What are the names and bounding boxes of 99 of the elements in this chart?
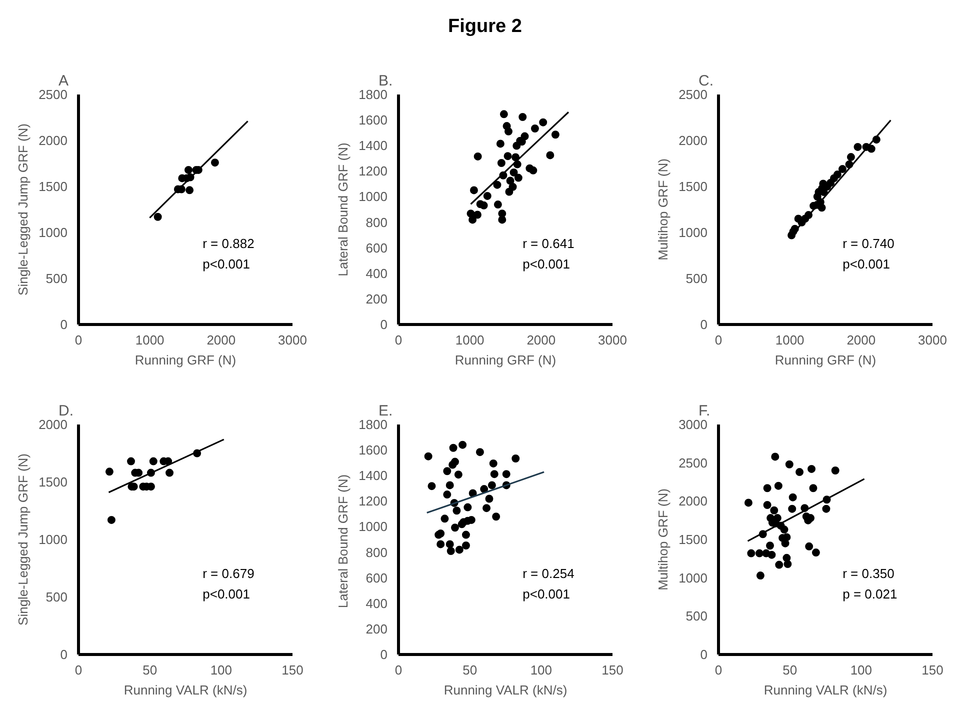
y-tick-label: 3000 bbox=[678, 417, 708, 432]
annotation: p = 0.021 bbox=[842, 586, 898, 602]
y-tick-label: 600 bbox=[366, 240, 388, 256]
y-tick-label: 1500 bbox=[38, 179, 68, 194]
y-tick-label: 600 bbox=[366, 570, 388, 586]
x-tick-label: 100 bbox=[850, 662, 872, 678]
chart-subtitle: C. bbox=[698, 72, 714, 90]
y-tick-label: 1000 bbox=[358, 519, 388, 534]
annotation: r = 0.679 bbox=[202, 566, 254, 581]
y-tick-label: 0 bbox=[380, 317, 388, 332]
x-tick-label: 3000 bbox=[918, 332, 947, 348]
annotation: r = 0.350 bbox=[842, 566, 894, 581]
x-tick-label: 1000 bbox=[775, 332, 804, 348]
chart-subtitle: F. bbox=[698, 402, 710, 420]
chart-title: Figure 2 bbox=[448, 15, 522, 39]
x-axis-title: Running GRF (N) bbox=[134, 352, 236, 368]
x-tick-label: 150 bbox=[922, 662, 944, 678]
y-tick-label: 1500 bbox=[678, 532, 708, 547]
y-tick-label: 1000 bbox=[678, 225, 708, 240]
annotation: p<0.001 bbox=[522, 586, 570, 602]
y-tick-label: 0 bbox=[380, 647, 388, 662]
y-tick-label: 0 bbox=[60, 647, 68, 662]
y-tick-label: 2500 bbox=[678, 87, 708, 102]
x-axis-title: Running VALR (kN/s) bbox=[764, 682, 888, 698]
x-axis-title: Running GRF (N) bbox=[454, 352, 556, 368]
y-axis-title: Lateral Bound GRF (N) bbox=[336, 142, 351, 276]
chart-subtitle: D. bbox=[58, 402, 74, 420]
chart-subtitle: B. bbox=[378, 72, 393, 90]
y-tick-label: 1800 bbox=[358, 87, 388, 102]
y-axis-title: Lateral Bound GRF (N) bbox=[336, 474, 351, 608]
y-tick-label: 500 bbox=[46, 590, 68, 604]
y-tick-label: 800 bbox=[366, 214, 388, 230]
y-tick-label: 1000 bbox=[358, 189, 388, 204]
y-tick-label: 800 bbox=[366, 544, 388, 560]
y-tick-label: 1600 bbox=[358, 112, 388, 128]
y-tick-label: 1400 bbox=[358, 468, 388, 484]
y-tick-label: 2000 bbox=[38, 417, 68, 432]
y-tick-label: 200 bbox=[366, 621, 388, 636]
y-tick-label: 1200 bbox=[358, 494, 388, 509]
y-axis-title: Single-Legged Jump GRF (N) bbox=[16, 124, 31, 296]
x-tick-label: 2000 bbox=[846, 332, 876, 348]
y-axis-title: Single-Legged Jump GRF (N) bbox=[16, 454, 31, 626]
chart-subtitle: E. bbox=[378, 402, 393, 420]
x-axis-title: Running VALR (kN/s) bbox=[444, 682, 568, 698]
y-tick-label: 1400 bbox=[358, 138, 388, 154]
y-tick-label: 1200 bbox=[358, 164, 388, 179]
y-tick-label: 400 bbox=[366, 596, 388, 611]
x-tick-label: 0 bbox=[394, 332, 402, 348]
y-tick-label: 2000 bbox=[678, 133, 708, 148]
annotation: p<0.001 bbox=[202, 586, 250, 602]
y-tick-label: 0 bbox=[60, 317, 68, 332]
y-tick-label: 200 bbox=[366, 291, 388, 306]
x-tick-label: 50 bbox=[142, 662, 158, 678]
annotation: r = 0.882 bbox=[202, 236, 254, 251]
y-tick-label: 1500 bbox=[38, 474, 68, 490]
y-tick-label: 0 bbox=[700, 647, 708, 662]
y-axis-title: Multihop GRF (N) bbox=[656, 488, 671, 590]
y-tick-label: 2500 bbox=[678, 455, 708, 470]
x-tick-label: 0 bbox=[74, 662, 82, 678]
y-tick-label: 1800 bbox=[358, 417, 388, 432]
x-tick-label: 150 bbox=[282, 662, 304, 678]
x-tick-label: 1000 bbox=[135, 332, 164, 348]
y-tick-label: 1600 bbox=[358, 442, 388, 458]
x-tick-label: 50 bbox=[462, 662, 478, 678]
x-tick-label: 100 bbox=[210, 662, 232, 678]
y-tick-label: 1500 bbox=[678, 179, 708, 194]
x-tick-label: 0 bbox=[74, 332, 82, 348]
chart-subtitle: A bbox=[58, 72, 69, 90]
annotation: r = 0.254 bbox=[522, 566, 574, 581]
x-tick-label: 0 bbox=[394, 662, 402, 678]
annotation: p<0.001 bbox=[842, 256, 890, 272]
annotation: r = 0.641 bbox=[522, 236, 574, 251]
x-tick-label: 50 bbox=[782, 662, 798, 678]
x-tick-label: 0 bbox=[714, 662, 722, 678]
y-tick-label: 500 bbox=[46, 271, 68, 286]
y-tick-label: 0 bbox=[700, 317, 708, 332]
annotation: r = 0.740 bbox=[842, 236, 894, 251]
x-tick-label: 3000 bbox=[598, 332, 627, 348]
annotation: p<0.001 bbox=[522, 256, 570, 272]
x-tick-label: 2000 bbox=[526, 332, 556, 348]
y-tick-label: 2000 bbox=[678, 494, 708, 509]
x-axis-title: Running GRF (N) bbox=[774, 352, 876, 368]
y-tick-label: 1000 bbox=[38, 225, 68, 240]
x-axis-title: Running VALR (kN/s) bbox=[124, 682, 248, 698]
y-tick-label: 1000 bbox=[38, 532, 68, 547]
y-tick-label: 500 bbox=[686, 608, 708, 624]
y-tick-label: 2000 bbox=[38, 133, 68, 148]
y-tick-label: 1000 bbox=[678, 570, 708, 586]
y-axis-title: Multihop GRF (N) bbox=[656, 158, 671, 260]
x-tick-label: 0 bbox=[714, 332, 722, 348]
y-tick-label: 2500 bbox=[38, 87, 68, 102]
y-tick-label: 500 bbox=[686, 271, 708, 286]
x-tick-label: 100 bbox=[530, 662, 552, 678]
y-tick-label: 400 bbox=[366, 266, 388, 281]
x-tick-label: 150 bbox=[602, 662, 624, 678]
x-tick-label: 3000 bbox=[278, 332, 307, 348]
x-tick-label: 2000 bbox=[206, 332, 236, 348]
annotation: p<0.001 bbox=[202, 256, 250, 272]
x-tick-label: 1000 bbox=[455, 332, 484, 348]
